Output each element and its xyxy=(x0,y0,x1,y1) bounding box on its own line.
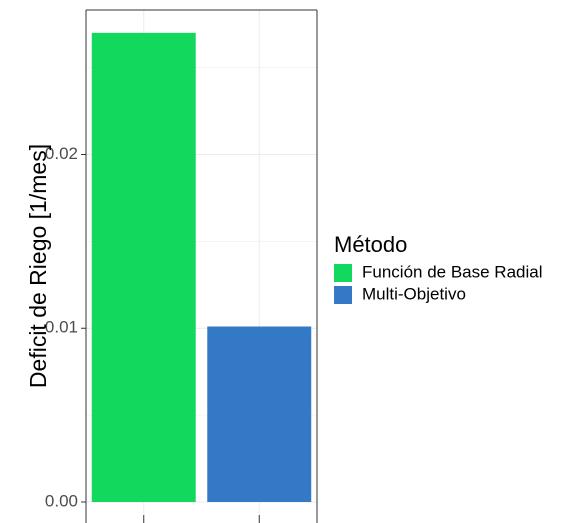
y-tick-label: 0.00 xyxy=(45,491,78,510)
bar-multi-objetivo xyxy=(207,326,312,502)
bars xyxy=(91,32,312,502)
bar-funcion-base-radial xyxy=(91,32,196,502)
y-tick-label: 0.01 xyxy=(45,318,78,337)
legend-title: Método xyxy=(334,232,407,257)
y-axis: 0.00 0.01 0.02 xyxy=(45,144,86,510)
legend-key xyxy=(334,286,352,304)
legend-key xyxy=(334,264,352,282)
legend-label: Función de Base Radial xyxy=(362,262,543,281)
legend: Método Función de Base Radial Multi-Objet… xyxy=(334,232,543,304)
x-axis xyxy=(143,515,260,523)
y-axis-title: Deficit de Riego [1/mes] xyxy=(25,144,51,388)
y-tick-label: 0.02 xyxy=(45,144,78,163)
legend-label: Multi-Objetivo xyxy=(362,284,466,303)
